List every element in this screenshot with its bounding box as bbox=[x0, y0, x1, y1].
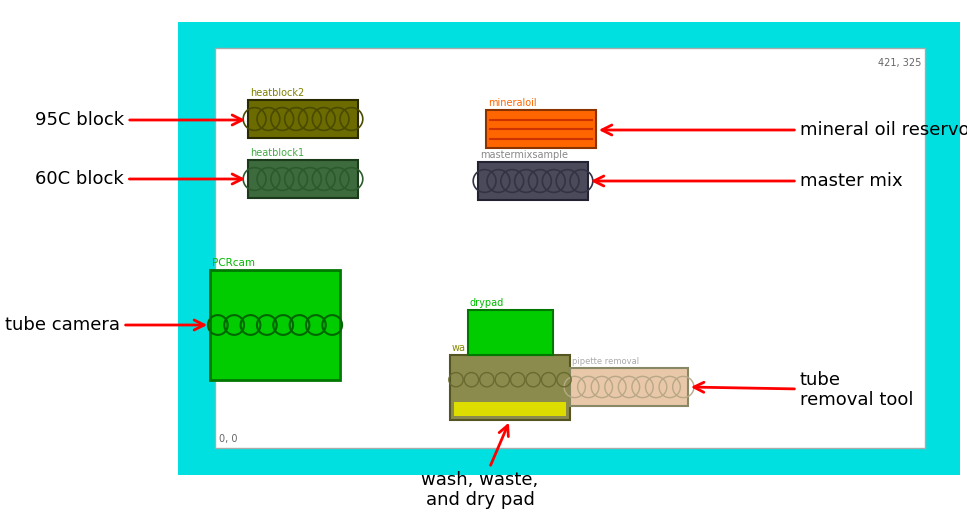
Text: 60C block: 60C block bbox=[35, 170, 242, 188]
Bar bbox=[468, 310, 553, 355]
Text: tube camera: tube camera bbox=[5, 316, 204, 334]
Bar bbox=[486, 110, 596, 148]
Text: master mix: master mix bbox=[594, 172, 902, 190]
Text: mastermixsample: mastermixsample bbox=[480, 150, 568, 160]
Text: 0, 0: 0, 0 bbox=[219, 434, 238, 444]
Text: mineral oil reservoir: mineral oil reservoir bbox=[601, 121, 967, 139]
Bar bbox=[210, 270, 340, 380]
Text: mineraloil: mineraloil bbox=[488, 98, 537, 108]
Text: heatblock2: heatblock2 bbox=[250, 88, 305, 98]
Text: drypad: drypad bbox=[470, 298, 504, 308]
Text: pipette removal: pipette removal bbox=[572, 357, 639, 366]
Text: wash, waste,
and dry pad: wash, waste, and dry pad bbox=[422, 425, 539, 510]
Bar bbox=[570, 368, 688, 406]
Bar bbox=[454, 401, 566, 416]
Text: wa: wa bbox=[452, 343, 466, 353]
Bar bbox=[248, 160, 358, 198]
Text: heatblock1: heatblock1 bbox=[250, 148, 305, 158]
Bar bbox=[178, 22, 960, 475]
Bar bbox=[450, 355, 570, 420]
Text: PCRcam: PCRcam bbox=[212, 258, 255, 268]
Bar bbox=[478, 162, 588, 200]
Text: 421, 325: 421, 325 bbox=[878, 58, 921, 68]
Bar bbox=[248, 100, 358, 138]
Text: tube
removal tool: tube removal tool bbox=[694, 371, 914, 409]
Text: 95C block: 95C block bbox=[35, 111, 242, 129]
Bar bbox=[215, 48, 925, 448]
